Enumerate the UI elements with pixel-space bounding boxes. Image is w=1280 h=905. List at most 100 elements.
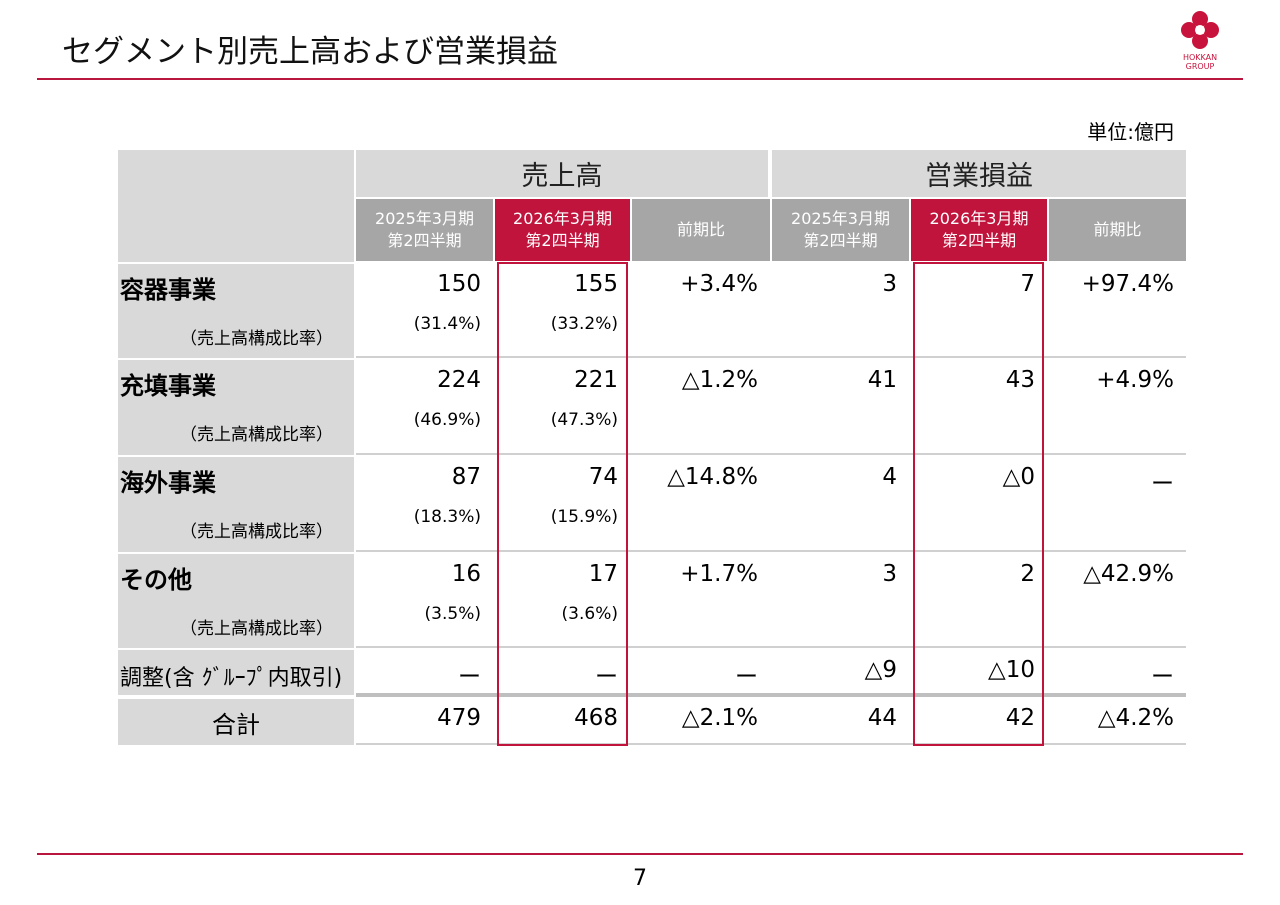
value: △2.1% <box>681 705 758 731</box>
row-sublabel: （売上高構成比率） <box>180 425 333 445</box>
row-label-cell: 調整(含 ｸﾞﾙｰﾌﾟ内取引) <box>118 650 354 695</box>
value-cell: △9 <box>772 648 899 695</box>
unit: 単位:億円 <box>1087 120 1174 144</box>
value: 221 <box>574 367 618 393</box>
highlight-outline <box>497 262 628 746</box>
value-cell: ー <box>356 648 483 695</box>
value: △10 <box>988 657 1035 683</box>
value: ー <box>735 664 758 690</box>
ratio-cell: (31.4%) <box>356 312 483 342</box>
value: ー <box>1151 471 1174 497</box>
group-header: 営業損益 <box>772 150 1186 197</box>
value-cell: △10 <box>911 648 1037 695</box>
ratio-cell: (15.9%) <box>495 505 620 535</box>
value: 224 <box>437 367 481 393</box>
ratio: (47.3%) <box>550 410 618 430</box>
logo-text: HOKKAN <box>1183 53 1217 62</box>
row-label-cell: 海外事業 （売上高構成比率） <box>118 457 354 552</box>
column-label: 2026年3月期 <box>513 209 612 228</box>
value: 479 <box>437 705 481 731</box>
row-label: 合計 <box>212 710 260 739</box>
ratio: (18.3%) <box>413 507 481 527</box>
value-cell: +4.9% <box>1049 358 1176 455</box>
ratio-cell: (18.3%) <box>356 505 483 535</box>
value-cell: 479 <box>356 697 483 745</box>
highlight-outline <box>913 262 1044 746</box>
value-cell: 3 <box>772 262 899 358</box>
ratio-cell: (3.6%) <box>495 602 620 632</box>
value-cell: +1.7% <box>632 552 760 648</box>
value-cell: 2 <box>911 552 1037 648</box>
row-sublabel: （売上高構成比率） <box>180 329 333 349</box>
value: △14.8% <box>667 464 758 490</box>
value: +97.4% <box>1081 271 1174 297</box>
column-label: 2025年3月期 <box>791 209 890 228</box>
value-cell: 17 <box>495 552 620 648</box>
ratio: (3.5%) <box>424 604 481 624</box>
row-label-cell: その他 （売上高構成比率） <box>118 554 354 648</box>
value: +1.7% <box>680 561 758 587</box>
ratio-cell: (47.3%) <box>495 408 620 438</box>
column-label: 前期比 <box>676 220 725 239</box>
value-cell: 87 <box>356 455 483 552</box>
value-cell: △0 <box>911 455 1037 552</box>
value: △4.2% <box>1097 705 1174 731</box>
ratio: (31.4%) <box>413 314 481 334</box>
value: +3.4% <box>680 271 758 297</box>
column-label: 2025年3月期 <box>375 209 474 228</box>
value-cell: 155 <box>495 262 620 358</box>
value-cell: ー <box>632 648 760 695</box>
value-cell: 16 <box>356 552 483 648</box>
value: 74 <box>588 464 618 490</box>
value-cell: △2.1% <box>632 697 760 745</box>
value: ー <box>595 664 618 690</box>
value: 87 <box>451 464 481 490</box>
column-label: 第2四半期 <box>941 231 1017 250</box>
value-cell: +97.4% <box>1049 262 1176 358</box>
row-label-cell: 合計 <box>118 699 354 745</box>
value: △9 <box>864 657 897 683</box>
value: 2 <box>1020 561 1035 587</box>
value: 4 <box>882 464 897 490</box>
column-header: 前期比 <box>1049 199 1186 261</box>
value: 468 <box>574 705 618 731</box>
value-cell: 3 <box>772 552 899 648</box>
value-cell: 41 <box>772 358 899 455</box>
value: ー <box>458 664 481 690</box>
row-rule <box>356 646 1186 648</box>
ratio: (15.9%) <box>550 507 618 527</box>
row-rule <box>356 356 1186 358</box>
value: 17 <box>588 561 618 587</box>
value: ー <box>1151 664 1174 690</box>
ratio: (3.6%) <box>561 604 618 624</box>
header-rule <box>37 78 1243 80</box>
column-label: 前期比 <box>1093 220 1142 239</box>
value-cell: ー <box>1049 648 1176 695</box>
column-header: 2026年3月期 第2四半期 <box>495 199 630 261</box>
group-label: 営業損益 <box>925 161 1033 192</box>
corner-cell <box>118 150 354 262</box>
value: 150 <box>437 271 481 297</box>
value: 43 <box>1005 367 1035 393</box>
ratio-cell: (46.9%) <box>356 408 483 438</box>
value-cell: 468 <box>495 697 620 745</box>
column-header: 2025年3月期 第2四半期 <box>772 199 909 261</box>
logo-text: GROUP <box>1186 62 1215 71</box>
value: △42.9% <box>1083 561 1174 587</box>
value: 16 <box>451 561 481 587</box>
row-rule <box>356 693 1186 697</box>
value-cell: 42 <box>911 697 1037 745</box>
value-cell: 224 <box>356 358 483 455</box>
column-header: 2026年3月期 第2四半期 <box>911 199 1047 261</box>
value: 7 <box>1020 271 1035 297</box>
value: 155 <box>574 271 618 297</box>
value: △1.2% <box>681 367 758 393</box>
ratio: (33.2%) <box>550 314 618 334</box>
value: +4.9% <box>1096 367 1174 393</box>
row-label: その他 <box>120 566 192 594</box>
value-cell: 150 <box>356 262 483 358</box>
row-rule <box>356 743 1186 745</box>
row-label: 海外事業 <box>120 469 216 497</box>
row-label-cell: 容器事業 （売上高構成比率） <box>118 264 354 358</box>
